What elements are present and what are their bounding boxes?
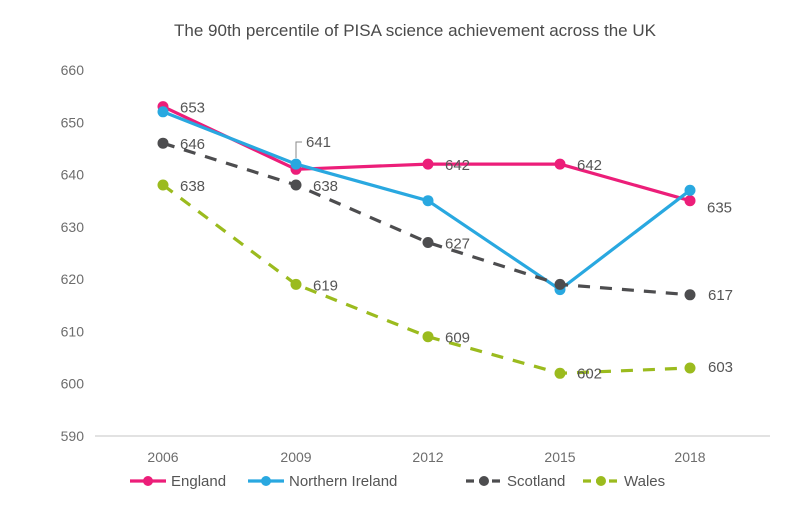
legend-swatch-marker: [143, 476, 153, 486]
chart-title: The 90th percentile of PISA science achi…: [174, 21, 657, 40]
legend-label: Scotland: [507, 473, 565, 490]
data-point: [422, 195, 434, 207]
data-label: 617: [708, 287, 733, 304]
data-point: [684, 289, 696, 301]
data-point: [554, 158, 566, 170]
data-point: [684, 195, 696, 207]
data-point: [422, 158, 434, 170]
data-label: 638: [313, 178, 338, 195]
data-label: 635: [707, 200, 732, 217]
y-tick-label: 640: [61, 167, 85, 183]
legend-label: England: [171, 473, 226, 490]
data-label: 641: [306, 134, 331, 151]
data-label: 646: [180, 136, 205, 153]
data-point: [554, 367, 566, 379]
y-tick-label: 660: [61, 62, 85, 78]
data-labels: 653 641 642 642 635 646 638 627 617 638 619 609 602 6…: [180, 100, 733, 383]
x-axis: 2006 2009 2012 2015 2018: [147, 449, 705, 465]
series-line: [162, 183, 691, 375]
legend-swatch-marker: [479, 476, 489, 486]
data-point: [554, 278, 566, 290]
data-point: [684, 362, 696, 374]
data-label: 602: [577, 365, 602, 382]
series-wales: [157, 179, 696, 379]
x-tick-label: 2018: [674, 449, 705, 465]
series-group: [157, 101, 696, 379]
y-tick-label: 610: [61, 323, 85, 339]
data-point: [157, 106, 169, 118]
legend-swatch-marker: [261, 476, 271, 486]
series-northern-ireland: [157, 106, 696, 296]
data-label: 627: [445, 236, 470, 253]
y-tick-label: 600: [61, 376, 85, 392]
data-point: [157, 179, 169, 191]
legend-item-wales: Wales: [583, 473, 665, 490]
data-label: 642: [445, 157, 470, 174]
legend-swatch-marker: [596, 476, 606, 486]
data-point: [422, 331, 434, 343]
y-tick-label: 630: [61, 219, 85, 235]
y-axis: 590 600 610 620 630 640 650 660: [61, 62, 85, 444]
y-tick-label: 650: [61, 114, 85, 130]
y-tick-label: 620: [61, 271, 85, 287]
x-tick-label: 2015: [544, 449, 575, 465]
data-label: 653: [180, 100, 205, 117]
x-tick-label: 2006: [147, 449, 178, 465]
data-point: [290, 179, 302, 191]
x-tick-label: 2012: [412, 449, 443, 465]
legend: England Northern Ireland Scotland Wales: [130, 473, 665, 490]
legend-item-scotland: Scotland: [466, 473, 565, 490]
y-tick-label: 590: [61, 428, 85, 444]
series-scotland: [157, 137, 696, 301]
data-label: 603: [708, 359, 733, 376]
legend-item-england: England: [130, 473, 226, 490]
x-tick-label: 2009: [280, 449, 311, 465]
data-label: 619: [313, 277, 338, 294]
data-label: 638: [180, 178, 205, 195]
legend-item-northern-ireland: Northern Ireland: [248, 473, 397, 490]
data-label: 609: [445, 330, 470, 347]
series-line: [162, 141, 691, 297]
leader-line: [295, 141, 302, 159]
data-point: [290, 158, 302, 170]
data-point: [157, 137, 169, 149]
data-point: [684, 184, 696, 196]
data-label: 642: [577, 157, 602, 174]
series-line: [161, 104, 692, 203]
series-england: [157, 101, 696, 207]
legend-label: Wales: [624, 473, 665, 490]
legend-label: Northern Ireland: [289, 473, 397, 490]
data-point: [422, 237, 434, 248]
data-point: [290, 278, 302, 290]
